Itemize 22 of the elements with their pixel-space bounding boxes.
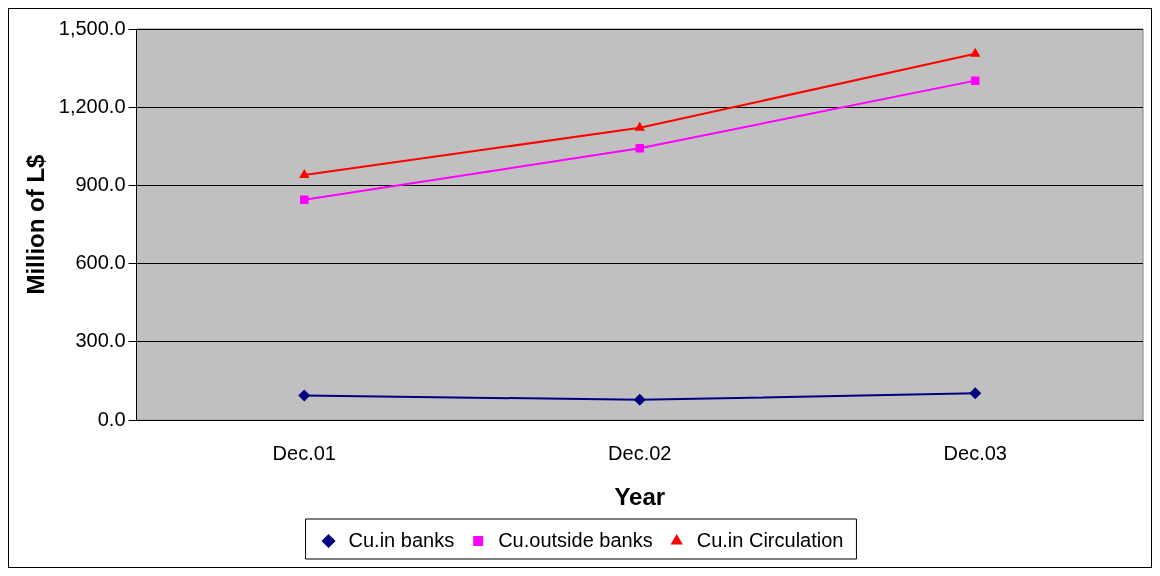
point (971, 76, 980, 85)
legend-label: Cu.outside banks (498, 528, 653, 551)
y-axis-title: Million of L$ (22, 153, 50, 295)
point (634, 121, 645, 131)
y-tick-label: 600.0 (75, 251, 126, 274)
point (633, 393, 646, 406)
x-tick-label: Dec.02 (608, 441, 672, 464)
x-tick-label: Dec.03 (943, 441, 1007, 464)
legend-label: Cu.in banks (348, 528, 455, 551)
y-tick-label: 300.0 (75, 329, 126, 352)
point (299, 169, 310, 179)
y-tick-label: 1,200.0 (58, 94, 126, 117)
x-tick-label: Dec.01 (272, 441, 336, 464)
point (298, 389, 311, 402)
point (300, 195, 309, 205)
y-tick-label: 1,500.0 (58, 16, 126, 39)
y-tick-label: 900.0 (75, 173, 126, 195)
point (970, 47, 981, 57)
legend-label: Cu.in Circulation (696, 528, 844, 551)
point (969, 387, 982, 400)
x-axis-title: Year (614, 483, 666, 511)
y-tick-label: 0.0 (97, 407, 126, 430)
